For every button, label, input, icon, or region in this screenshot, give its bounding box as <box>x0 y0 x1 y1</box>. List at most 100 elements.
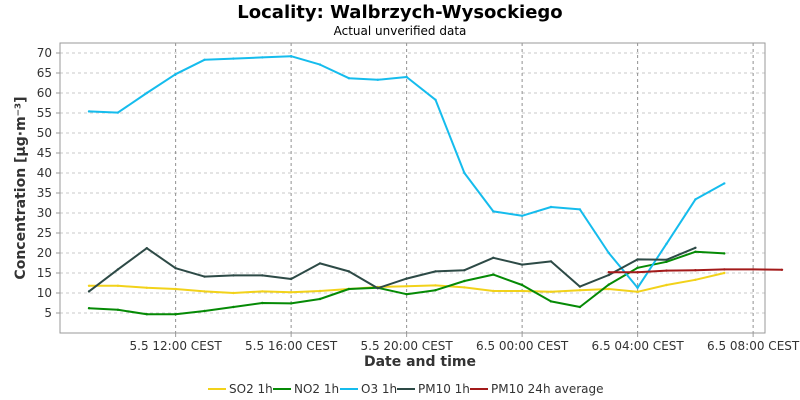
plot-area <box>59 42 766 334</box>
data-point <box>232 57 235 60</box>
data-point <box>665 283 668 287</box>
y-tick-label: 55 <box>37 106 52 120</box>
legend-item: SO2 1h <box>208 382 273 396</box>
legend-label: SO2 1h <box>229 382 273 396</box>
data-point <box>463 171 466 175</box>
data-point <box>694 198 697 201</box>
data-point <box>549 300 553 303</box>
data-point <box>289 277 293 281</box>
data-point <box>87 307 91 310</box>
legend-label: O3 1h <box>361 382 397 396</box>
x-tick-label: 5.5 20:00 CEST <box>361 339 454 353</box>
x-tick-label: 5.5 16:00 CEST <box>245 339 338 353</box>
data-point <box>520 263 524 266</box>
data-point <box>434 284 437 287</box>
data-point <box>463 279 466 283</box>
data-point <box>665 260 668 263</box>
data-point <box>87 110 91 113</box>
data-point <box>145 247 148 250</box>
series-o3-1h <box>87 55 726 289</box>
x-tick-label: 6.5 00:00 CEST <box>476 339 569 353</box>
y-tick-label: 40 <box>37 166 52 180</box>
data-point <box>694 269 697 272</box>
legend-item: NO2 1h <box>273 382 339 396</box>
series-pm10-1h <box>87 246 697 293</box>
y-tick-label: 50 <box>37 126 52 140</box>
data-point <box>578 285 582 288</box>
y-tick-label: 15 <box>37 266 52 280</box>
series-pm10-24h-average <box>607 268 784 274</box>
data-point <box>434 98 437 102</box>
data-point <box>232 274 235 277</box>
data-point <box>492 273 495 276</box>
x-axis-title: Date and time <box>364 354 476 370</box>
data-point <box>520 289 524 293</box>
data-point <box>203 309 206 313</box>
data-point <box>578 208 582 211</box>
data-point <box>607 273 610 277</box>
legend: SO2 1h NO2 1h O3 1h PM10 1h PM10 24h average <box>208 382 604 396</box>
data-point <box>607 251 610 255</box>
data-point <box>492 210 495 213</box>
legend-item: PM10 24h average <box>470 382 604 396</box>
y-tick-label: 70 <box>37 46 52 60</box>
series-group <box>87 55 784 316</box>
data-point <box>87 284 91 287</box>
data-point <box>203 58 206 61</box>
data-point <box>723 268 726 271</box>
grid-lines <box>60 43 765 333</box>
x-tick-label: 6.5 04:00 CEST <box>592 339 685 353</box>
data-point <box>145 91 148 95</box>
y-tick-label: 35 <box>37 186 52 200</box>
data-point <box>145 313 148 316</box>
y-tick-label: 5 <box>44 306 52 320</box>
data-point <box>607 287 610 291</box>
y-tick-label: 30 <box>37 206 52 220</box>
data-point <box>318 63 322 66</box>
data-point <box>665 269 668 272</box>
series-no2-1h <box>87 250 726 316</box>
chart-title: Locality: Walbrzych-Wysockiego <box>237 2 562 23</box>
legend-item: PM10 1h <box>397 382 470 396</box>
data-point <box>520 283 524 287</box>
data-point <box>694 278 697 281</box>
legend-label: NO2 1h <box>294 382 339 396</box>
y-axis-title: Concentration [µg·m⁻³] <box>13 96 29 279</box>
data-point <box>318 297 322 301</box>
data-point <box>694 250 697 253</box>
data-point <box>723 252 726 255</box>
data-point <box>116 284 120 287</box>
data-point <box>463 269 466 272</box>
data-point <box>492 289 495 293</box>
x-axis: 5.5 12:00 CEST 5.5 16:00 CEST 5.5 20:00 CE… <box>130 333 800 353</box>
data-point <box>203 290 206 293</box>
data-point <box>578 305 582 309</box>
data-point <box>607 283 610 286</box>
data-point <box>318 262 322 265</box>
legend-item: O3 1h <box>340 382 397 396</box>
data-point <box>578 289 582 292</box>
data-point <box>174 313 177 316</box>
data-point <box>665 258 668 261</box>
data-point <box>405 277 408 280</box>
data-point <box>434 270 437 273</box>
data-point <box>780 268 784 271</box>
data-point <box>203 275 206 278</box>
data-point <box>549 260 553 263</box>
data-point <box>376 78 379 82</box>
y-tick-label: 60 <box>37 86 52 100</box>
data-point <box>347 77 351 80</box>
data-point <box>549 290 553 293</box>
data-point <box>636 258 639 261</box>
y-tick-label: 65 <box>37 66 52 80</box>
data-point <box>723 182 726 185</box>
data-point <box>694 246 697 249</box>
y-tick-label: 45 <box>37 146 52 160</box>
data-point <box>636 290 639 293</box>
data-point <box>607 271 610 274</box>
data-point <box>636 271 639 274</box>
data-point <box>174 287 177 291</box>
legend-label: PM10 24h average <box>491 382 604 396</box>
data-point <box>87 290 91 293</box>
